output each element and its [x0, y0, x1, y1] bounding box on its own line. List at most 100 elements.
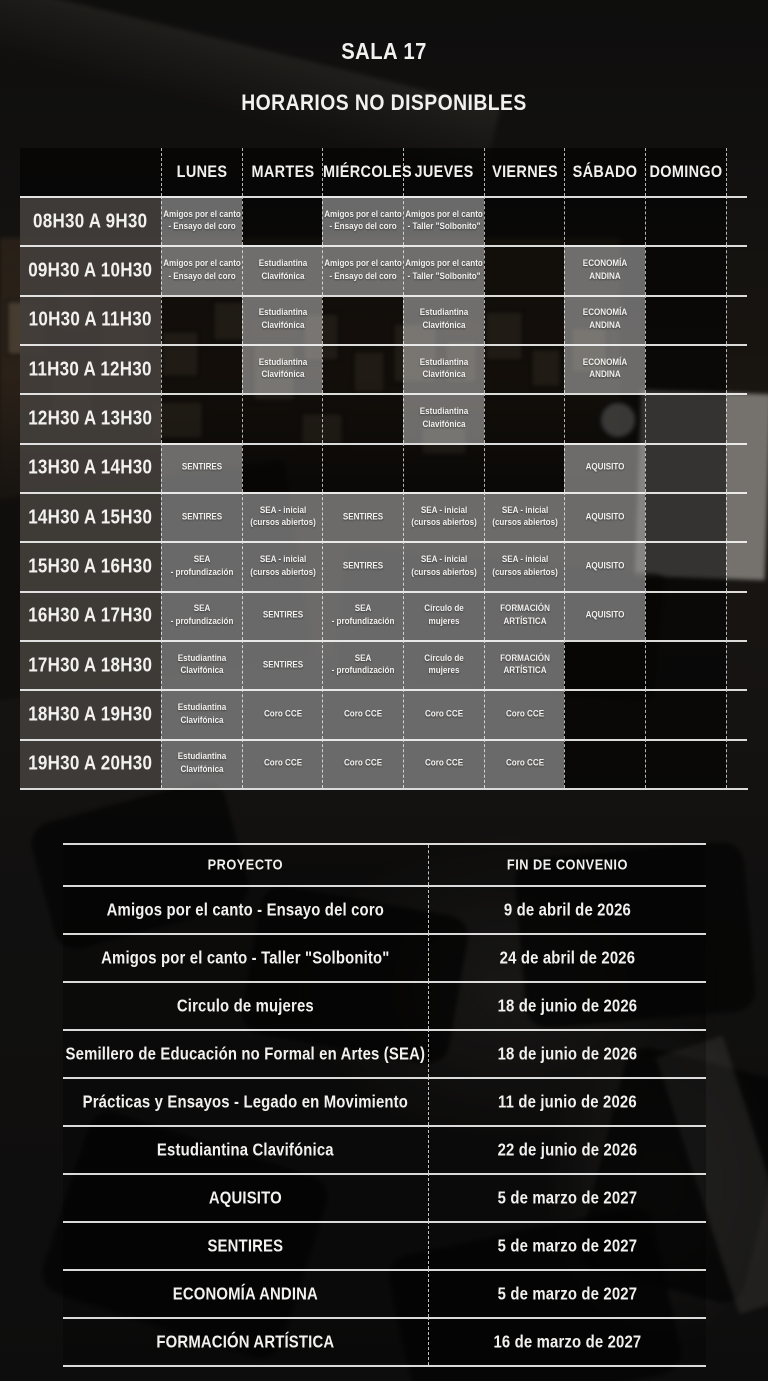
- schedule-cell: Círculo de mujeres: [403, 639, 484, 690]
- project-name-cell: ECONOMÍA ANDINA: [63, 1269, 428, 1317]
- schedule-cell: SENTIRES: [322, 541, 404, 591]
- schedule-cell: [241, 442, 323, 492]
- schedule-cell: [322, 343, 404, 394]
- schedule-cell-label: SEA - profundización: [170, 554, 234, 578]
- time-slot-cell: 09H30 A 10H30: [20, 245, 161, 295]
- project-date-cell: 18 de junio de 2026: [428, 1029, 706, 1077]
- day-header-6-label: SÁBADO: [572, 162, 638, 181]
- schedule-cell-label: Amigos por el canto - Taller "Solbonito": [405, 258, 483, 282]
- schedule-cell: [645, 590, 726, 640]
- schedule-ghost-cell: [725, 196, 747, 246]
- schedule-cell: Coro CCE: [483, 689, 565, 739]
- schedule-cell-label: AQUISITO: [585, 609, 625, 621]
- schedule-cell: [483, 393, 565, 443]
- schedule-cell: Coro CCE: [483, 738, 565, 788]
- schedule-cell: ECONOMÍA ANDINA: [564, 245, 646, 295]
- schedule-ghost-cell: [725, 738, 747, 788]
- project-date-cell-label: 9 de abril de 2026: [503, 899, 632, 920]
- schedule-ghost-cell: [725, 689, 747, 739]
- schedule-cell: SENTIRES: [161, 491, 242, 542]
- schedule-cell: [645, 196, 726, 246]
- schedule-cell-label: Estudiantina Clavifónica: [258, 258, 307, 282]
- project-name-cell-label: AQUISITO: [209, 1187, 282, 1208]
- schedule-cell: Coro CCE: [241, 738, 323, 788]
- schedule-cell: SENTIRES: [322, 491, 404, 542]
- schedule-cell: SEA - profundización: [322, 639, 404, 690]
- project-date-cell: 18 de junio de 2026: [428, 981, 706, 1029]
- schedule-cell: [161, 393, 242, 443]
- schedule-cell-label: Círculo de mujeres: [424, 603, 464, 628]
- schedule-cell-label: SEA - inicial (cursos abiertos): [491, 504, 558, 529]
- schedule-cell: [241, 196, 323, 246]
- project-name-cell: Estudiantina Clavifónica: [63, 1125, 428, 1173]
- day-header-2: MARTES: [241, 148, 323, 196]
- project-date-cell: 11 de junio de 2026: [428, 1077, 706, 1125]
- time-slot-cell-label: 08H30 A 9H30: [33, 210, 148, 233]
- schedule-ghost-cell: [725, 442, 747, 492]
- schedule-cell-label: SEA - profundización: [170, 603, 234, 628]
- schedule-cell: [564, 639, 646, 690]
- project-name-cell: Semillero de Educación no Formal en Arte…: [63, 1029, 428, 1077]
- time-slot-cell: 14H30 A 15H30: [20, 491, 161, 542]
- schedule-table: LUNES MARTES MIÉRCOLES JUEVES VIERNES SÁBADO D…: [20, 148, 748, 790]
- schedule-cell-label: ECONOMÍA ANDINA: [583, 356, 628, 381]
- schedule-cell: ECONOMÍA ANDINA: [564, 294, 646, 344]
- page-title: SALA 17: [341, 38, 427, 64]
- schedule-cell-label: Amigos por el canto - Ensayo del coro: [324, 208, 403, 233]
- project-date-cell-label: 5 de marzo de 2027: [497, 1283, 638, 1304]
- schedule-cell-label: Coro CCE: [263, 708, 302, 720]
- schedule-cell: SEA - profundización: [161, 541, 242, 591]
- schedule-ghost-cell: [725, 491, 747, 542]
- schedule-cell: Coro CCE: [403, 689, 484, 739]
- schedule-cell: AQUISITO: [564, 491, 646, 542]
- schedule-cell: Estudiantina Clavifónica: [241, 245, 323, 295]
- schedule-cell-label: ECONOMÍA ANDINA: [583, 258, 628, 282]
- time-slot-cell-label: 16H30 A 17H30: [28, 604, 153, 627]
- project-date-cell: 24 de abril de 2026: [428, 933, 706, 981]
- projects-table: PROYECTO FIN DE CONVENIO Amigos por el can…: [63, 843, 706, 1367]
- time-slot-cell: 13H30 A 14H30: [20, 442, 161, 492]
- project-name-cell: SENTIRES: [63, 1221, 428, 1269]
- project-date-cell-label: 5 de marzo de 2027: [497, 1235, 638, 1256]
- schedule-cell: SEA - inicial (cursos abiertos): [483, 491, 565, 542]
- page-subtitle: HORARIOS NO DISPONIBLES: [241, 90, 527, 115]
- schedule-cell: Amigos por el canto - Ensayo del coro: [322, 245, 404, 295]
- project-date-cell-label: 5 de marzo de 2027: [497, 1187, 638, 1208]
- schedule-cell-label: SEA - profundización: [331, 603, 395, 628]
- schedule-cell: ECONOMÍA ANDINA: [564, 343, 646, 394]
- time-slot-cell: 12H30 A 13H30: [20, 393, 161, 443]
- schedule-cell: [483, 196, 565, 246]
- project-date-cell: 22 de junio de 2026: [428, 1125, 706, 1173]
- schedule-cell: [322, 442, 404, 492]
- schedule-cell-label: FORMACIÓN ARTÍSTICA: [499, 652, 550, 677]
- project-name-cell: Prácticas y Ensayos - Legado en Movimien…: [63, 1077, 428, 1125]
- schedule-cell-label: SEA - profundización: [331, 652, 395, 677]
- schedule-cell: AQUISITO: [564, 442, 646, 492]
- schedule-cell: Estudiantina Clavifónica: [403, 393, 484, 443]
- schedule-cell: [564, 196, 646, 246]
- project-name-cell-label: FORMACIÓN ARTÍSTICA: [156, 1331, 335, 1352]
- time-slot-cell: 08H30 A 9H30: [20, 196, 161, 246]
- projects-header-date-label: FIN DE CONVENIO: [506, 856, 628, 874]
- time-slot-cell: 11H30 A 12H30: [20, 343, 161, 394]
- schedule-cell: [645, 541, 726, 591]
- schedule-cell-label: Amigos por el canto - Ensayo del coro: [163, 258, 241, 282]
- project-name-cell: Amigos por el canto - Taller "Solbonito": [63, 933, 428, 981]
- project-name-cell-label: Amigos por el canto - Taller "Solbonito": [101, 947, 390, 968]
- project-name-cell-label: Prácticas y Ensayos - Legado en Movimien…: [82, 1091, 409, 1112]
- day-header-1-label: LUNES: [176, 162, 228, 181]
- project-date-cell-label: 18 de junio de 2026: [497, 1043, 638, 1064]
- schedule-ghost-cell: [725, 541, 747, 591]
- schedule-cell: SENTIRES: [241, 639, 323, 690]
- schedule-cell: [645, 689, 726, 739]
- schedule-cell: Estudiantina Clavifónica: [161, 689, 242, 739]
- schedule-cell: [645, 491, 726, 542]
- schedule-cell: [322, 393, 404, 443]
- schedule-cell-label: AQUISITO: [585, 461, 625, 473]
- project-date-cell-label: 22 de junio de 2026: [497, 1139, 638, 1160]
- schedule-cell-label: Coro CCE: [424, 708, 463, 720]
- schedule-cell-label: Coro CCE: [344, 708, 383, 720]
- time-slot-cell-label: 18H30 A 19H30: [28, 703, 153, 726]
- schedule-cell: SEA - inicial (cursos abiertos): [483, 541, 565, 591]
